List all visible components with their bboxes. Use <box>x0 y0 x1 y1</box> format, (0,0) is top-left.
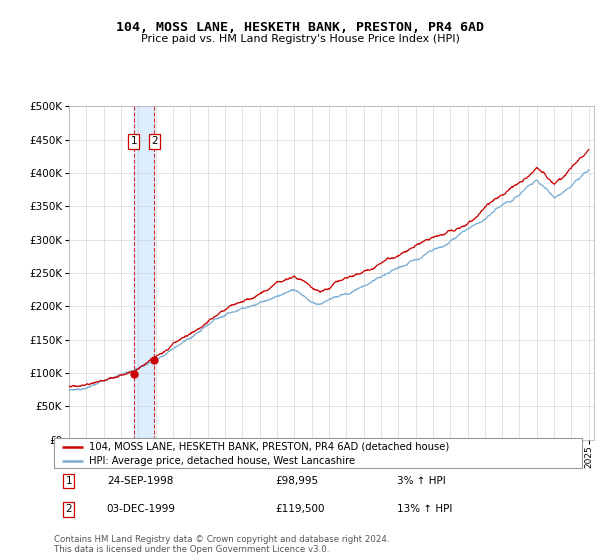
Text: Price paid vs. HM Land Registry's House Price Index (HPI): Price paid vs. HM Land Registry's House … <box>140 34 460 44</box>
Bar <box>134 106 154 440</box>
Text: 3% ↑ HPI: 3% ↑ HPI <box>397 476 446 486</box>
Text: 104, MOSS LANE, HESKETH BANK, PRESTON, PR4 6AD (detached house): 104, MOSS LANE, HESKETH BANK, PRESTON, P… <box>89 442 449 451</box>
Text: 13% ↑ HPI: 13% ↑ HPI <box>397 505 452 514</box>
Text: £119,500: £119,500 <box>276 505 325 514</box>
Text: 03-DEC-1999: 03-DEC-1999 <box>107 505 176 514</box>
FancyBboxPatch shape <box>54 438 582 468</box>
Text: 24-SEP-1998: 24-SEP-1998 <box>107 476 173 486</box>
Text: 1: 1 <box>65 476 72 486</box>
Text: 104, MOSS LANE, HESKETH BANK, PRESTON, PR4 6AD: 104, MOSS LANE, HESKETH BANK, PRESTON, P… <box>116 21 484 34</box>
Text: 2: 2 <box>151 137 158 146</box>
Text: 1: 1 <box>130 137 137 146</box>
Text: Contains HM Land Registry data © Crown copyright and database right 2024.
This d: Contains HM Land Registry data © Crown c… <box>54 535 389 554</box>
Text: 2: 2 <box>65 505 72 514</box>
Text: £98,995: £98,995 <box>276 476 319 486</box>
Text: HPI: Average price, detached house, West Lancashire: HPI: Average price, detached house, West… <box>89 456 356 466</box>
